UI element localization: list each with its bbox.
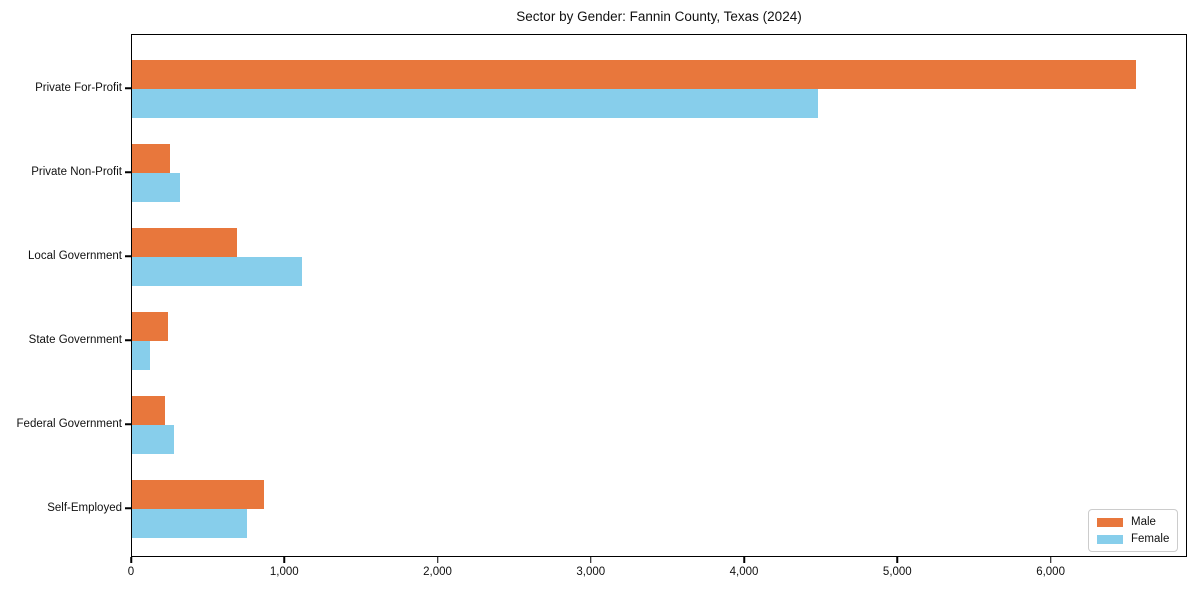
y-tick-self-employed: [125, 507, 131, 509]
bar-male-state-government: [132, 312, 168, 341]
x-tick-2000: [436, 557, 439, 563]
y-tick-private-non-profit: [125, 171, 131, 173]
x-tick-3000: [590, 557, 592, 563]
male-color-swatch: [1097, 517, 1123, 527]
bar-group-local-government: [132, 228, 1186, 286]
x-tick-1000: [283, 557, 285, 563]
category-label-self-employed: Self-Employed: [47, 502, 122, 514]
category-label-federal-government: Federal Government: [16, 418, 122, 430]
x-tick-label-2000: 2,000: [423, 566, 452, 578]
bar-female-private-for-profit: [132, 89, 818, 118]
category-label-local-government: Local Government: [28, 250, 122, 262]
bar-female-state-government: [132, 341, 151, 370]
y-tick-private-for-profit: [125, 87, 131, 89]
legend: Male Female: [1088, 509, 1178, 552]
x-tick-0: [130, 557, 132, 563]
bar-male-local-government: [132, 228, 237, 257]
x-tick-4000: [743, 557, 745, 563]
bar-female-local-government: [132, 257, 303, 286]
y-tick-federal-government: [125, 423, 131, 425]
legend-item-male: Male: [1097, 516, 1169, 528]
x-tick-label-3000: 3,000: [576, 566, 606, 578]
bar-male-federal-government: [132, 396, 165, 425]
bar-male-self-employed: [132, 480, 264, 509]
bar-female-private-non-profit: [132, 173, 181, 202]
bar-male-private-non-profit: [132, 144, 171, 173]
y-tick-local-government: [125, 255, 131, 257]
legend-item-female: Female: [1097, 533, 1169, 545]
x-tick-5000: [896, 557, 899, 563]
bar-group-self-employed: [132, 480, 1186, 538]
legend-label-male: Male: [1131, 516, 1156, 528]
bar-group-state-government: [132, 312, 1186, 370]
bar-group-federal-government: [132, 396, 1186, 454]
x-tick-label-0: 0: [127, 566, 135, 578]
bar-group-private-non-profit: [132, 144, 1186, 202]
category-label-private-for-profit: Private For-Profit: [35, 82, 122, 94]
x-tick-label-1000: 1,000: [269, 566, 299, 578]
category-label-private-non-profit: Private Non-Profit: [31, 166, 122, 178]
category-label-state-government: State Government: [28, 334, 122, 346]
chart-title: Sector by Gender: Fannin County, Texas (…: [516, 9, 802, 24]
bar-group-private-for-profit: [132, 60, 1186, 118]
bar-female-self-employed: [132, 509, 247, 538]
x-tick-label-6000: 6,000: [1036, 566, 1065, 578]
x-tick-label-5000: 5,000: [882, 566, 912, 578]
female-color-swatch: [1097, 534, 1123, 544]
bar-male-private-for-profit: [132, 60, 1136, 89]
x-tick-label-4000: 4,000: [729, 566, 759, 578]
x-tick-6000: [1049, 557, 1052, 563]
legend-label-female: Female: [1131, 533, 1170, 545]
plot-area: Male Female: [131, 34, 1187, 557]
y-tick-state-government: [125, 339, 131, 341]
bar-female-federal-government: [132, 425, 175, 454]
